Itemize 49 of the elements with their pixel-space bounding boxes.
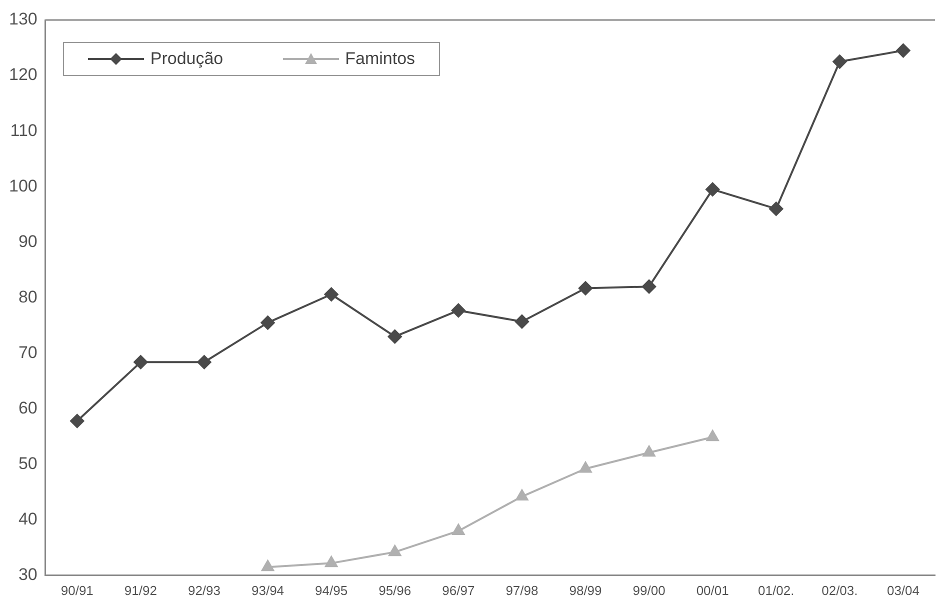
y-tick-label: 120 <box>8 65 38 84</box>
point <box>642 280 656 294</box>
legend-label: Famintos <box>345 49 416 69</box>
point <box>896 44 910 58</box>
y-tick-label: 100 <box>8 176 38 196</box>
point <box>70 414 84 428</box>
point <box>324 287 338 302</box>
point <box>262 560 274 572</box>
point <box>578 281 592 296</box>
y-tick-label: 110 <box>10 120 38 140</box>
x-tick-label: 91/92 <box>124 582 157 598</box>
x-tick-label: 00/01 <box>696 582 729 598</box>
x-tick-label: 90/91 <box>60 582 94 598</box>
y-tick-label: 40 <box>18 510 38 529</box>
x-tick-label: 95/96 <box>378 582 412 598</box>
point <box>260 316 275 330</box>
point <box>452 524 465 535</box>
point <box>642 446 656 457</box>
point <box>832 54 847 69</box>
y-tick-label: 50 <box>18 454 38 474</box>
y-tick-label: 30 <box>18 565 38 584</box>
point <box>514 314 529 329</box>
y-tick-label: 90 <box>18 232 38 251</box>
point <box>706 430 719 442</box>
y-tick-label: 80 <box>18 287 38 306</box>
point <box>769 202 784 216</box>
x-tick-label: 01/02. <box>758 582 794 598</box>
x-tick-label: 94/95 <box>315 582 348 598</box>
x-tick-label: 93/94 <box>252 582 284 598</box>
point <box>388 545 402 556</box>
x-tick-label: 97/98 <box>506 582 538 598</box>
point <box>388 330 402 344</box>
point <box>451 303 466 318</box>
x-tick-label: 99/00 <box>632 582 666 598</box>
x-tick-label: 02/03. <box>822 582 858 598</box>
point <box>706 182 720 196</box>
y-tick-label: 60 <box>18 398 38 418</box>
x-tick-label: 92/93 <box>188 582 220 598</box>
point <box>325 556 338 568</box>
x-tick-label: 98/99 <box>569 582 602 598</box>
y-tick-label: 130 <box>8 10 38 29</box>
point <box>516 490 528 501</box>
x-tick-label: 96/97 <box>442 582 475 598</box>
legend-label: Produção <box>150 49 224 69</box>
y-tick-label: 70 <box>18 342 38 362</box>
point <box>579 462 592 473</box>
x-tick-label: 03/04 <box>886 582 920 598</box>
point <box>134 355 148 370</box>
point <box>197 355 212 370</box>
